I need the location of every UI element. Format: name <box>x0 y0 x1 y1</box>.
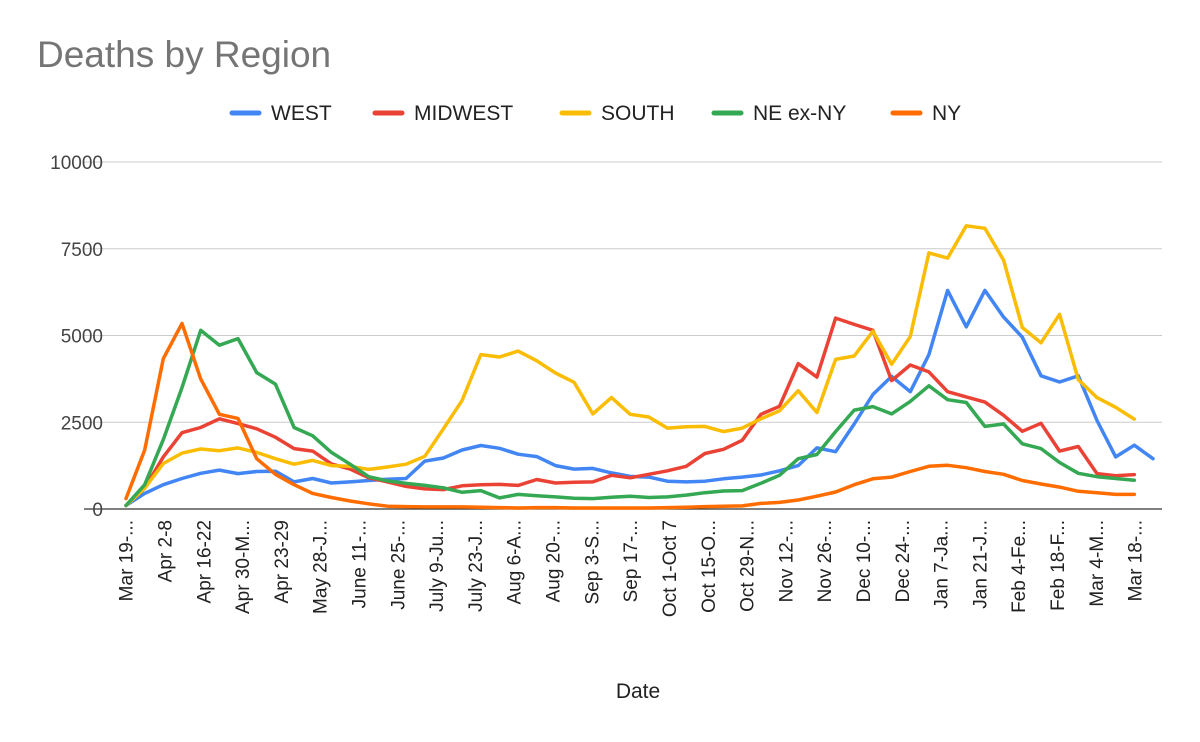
x-tick-label: Oct 15-O... <box>699 520 720 613</box>
x-tick-label: Nov 12-... <box>776 520 797 602</box>
x-tick-label: June 25-... <box>388 520 409 610</box>
y-tick-label: 7500 <box>61 240 103 261</box>
series-line-south <box>124 224 1137 508</box>
chart-title: Deaths by Region <box>37 34 332 75</box>
x-axis-ticks: Mar 19-... Apr 2-8 Apr 16-22 Apr 30-M... Apr… <box>117 520 1147 617</box>
x-tick-label: Dec 24-... <box>893 520 914 602</box>
series-lines <box>124 224 1155 510</box>
x-tick-label: Apr 30-M... <box>233 520 254 614</box>
x-tick-label: Sep 3-S... <box>582 520 603 605</box>
x-tick-label: Oct 29-N... <box>738 520 759 612</box>
y-tick-label: 0 <box>92 500 103 521</box>
x-tick-label: Nov 26-... <box>815 520 836 602</box>
x-axis-title: Date <box>616 680 660 703</box>
x-tick-label: May 28-J... <box>311 520 332 614</box>
y-tick-label: 2500 <box>61 413 103 434</box>
x-tick-label: Sep 17-... <box>621 520 642 602</box>
x-tick-label: Mar 18-... <box>1126 520 1147 601</box>
x-tick-label: Feb 4-Fe... <box>1009 520 1030 613</box>
x-tick-label: Mar 19-... <box>117 520 138 601</box>
legend-label-south: SOUTH <box>601 102 675 125</box>
x-tick-label: July 23-J... <box>466 520 487 612</box>
x-tick-label: Mar 4-M... <box>1087 520 1108 607</box>
y-axis-ticks: 0 2500 5000 7500 10000 <box>50 153 103 521</box>
legend-label-midwest: MIDWEST <box>414 102 513 125</box>
x-tick-label: Feb 18-F... <box>1048 520 1069 611</box>
legend-label-ne-ex-ny: NE ex-NY <box>753 102 846 125</box>
x-tick-label: Apr 23-29 <box>272 520 293 603</box>
x-tick-label: Aug 6-A... <box>505 520 526 605</box>
legend: WEST MIDWEST SOUTH NE ex-NY NY <box>229 102 961 125</box>
series-line-ne-ex-ny <box>124 328 1137 508</box>
x-tick-label: Dec 10-... <box>854 520 875 602</box>
legend-label-west: WEST <box>271 102 332 125</box>
x-tick-label: Oct 1-Oct 7 <box>660 520 681 617</box>
series-line-ny <box>124 321 1137 510</box>
x-tick-label: Jan 7-Ja... <box>932 520 953 609</box>
x-tick-label: July 9-Ju... <box>427 520 448 612</box>
gridlines <box>84 161 1162 510</box>
y-tick-label: 5000 <box>61 327 103 348</box>
x-tick-label: Apr 16-22 <box>194 520 215 603</box>
legend-label-ny: NY <box>932 102 961 125</box>
x-tick-label: Apr 2-8 <box>155 520 176 582</box>
x-tick-label: Jan 21-J... <box>970 520 991 609</box>
x-tick-label: Aug 20-... <box>544 520 565 602</box>
x-tick-label: June 11-... <box>349 520 370 608</box>
series-line-midwest <box>124 316 1137 508</box>
y-tick-label: 10000 <box>50 153 103 174</box>
